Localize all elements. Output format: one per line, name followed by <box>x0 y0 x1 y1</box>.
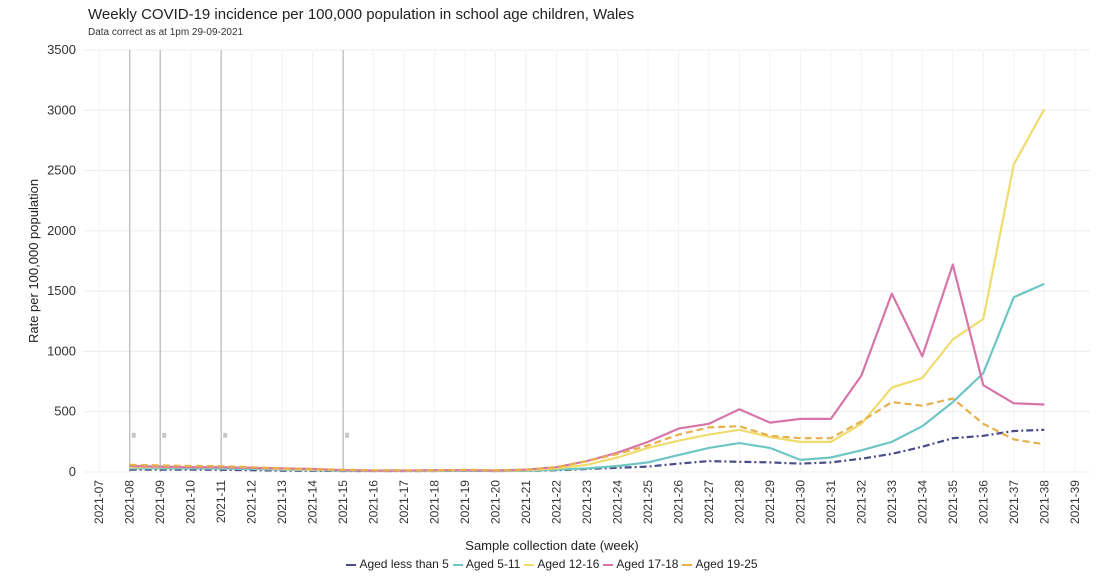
x-tick-label: 2021-18 <box>428 480 442 524</box>
x-tick-label: 2021-31 <box>824 480 838 524</box>
legend-item-2: Aged 5-11 <box>452 557 521 571</box>
legend-swatch <box>603 563 614 566</box>
y-tick-label: 1000 <box>47 343 76 358</box>
legend-item-5: Aged 19-25 <box>682 557 758 571</box>
legend-item-4: Aged 17-18 <box>603 557 678 571</box>
x-tick-label: 2021-17 <box>397 480 411 524</box>
x-tick-label: 2021-24 <box>610 480 624 524</box>
y-tick-label: 0 <box>69 464 76 479</box>
y-axis-label: Rate per 100,000 population <box>26 179 41 343</box>
legend-label: Aged 5-11 <box>465 557 521 571</box>
x-tick-label: 2021-34 <box>915 480 929 524</box>
x-tick-label: 2021-36 <box>976 480 990 524</box>
legend-label: Aged 17-18 <box>616 557 679 571</box>
x-tick-label: 2021-38 <box>1037 480 1051 524</box>
x-tick-label: 2021-15 <box>336 480 350 524</box>
x-tick-label: 2021-29 <box>763 480 777 524</box>
x-tick-label: 2021-30 <box>793 480 807 524</box>
reference-marker <box>223 432 228 438</box>
x-tick-label: 2021-07 <box>92 480 106 524</box>
x-tick-label: 2021-23 <box>580 480 594 524</box>
chart-title: Weekly COVID-19 incidence per 100,000 po… <box>88 6 635 23</box>
legend-swatch <box>682 563 693 566</box>
reference-marker <box>131 432 136 438</box>
x-tick-label: 2021-11 <box>214 480 228 523</box>
legend-label: Aged less than 5 <box>359 557 449 571</box>
x-tick-label: 2021-08 <box>123 480 137 524</box>
x-tick-label: 2021-35 <box>946 480 960 524</box>
legend-swatch <box>524 563 535 566</box>
y-tick-label: 2500 <box>47 163 76 178</box>
x-tick-label: 2021-19 <box>458 480 472 524</box>
x-tick-label: 2021-28 <box>732 480 746 524</box>
x-tick-label: 2021-16 <box>367 480 381 524</box>
x-tick-label: 2021-27 <box>702 480 716 524</box>
y-tick-label: 3000 <box>47 102 76 117</box>
reference-marker <box>345 432 350 438</box>
series-line-4 <box>129 263 1045 472</box>
legend-label: Aged 19-25 <box>695 557 758 571</box>
x-tick-label: 2021-10 <box>184 480 198 524</box>
x-tick-label: 2021-14 <box>306 480 320 524</box>
x-tick-label: 2021-09 <box>153 480 167 524</box>
y-tick-label: 500 <box>54 404 76 419</box>
chart-legend: Aged less than 5 Aged 5-11 Aged 12-16 Aged … <box>0 557 1104 571</box>
y-tick-label: 2000 <box>47 223 76 238</box>
x-tick-label: 2021-26 <box>671 480 685 524</box>
x-tick-label: 2021-21 <box>519 480 533 524</box>
legend-item-1: Aged less than 5 <box>346 557 449 571</box>
legend-label: Aged 12-16 <box>537 557 600 571</box>
x-tick-label: 2021-25 <box>641 480 655 524</box>
x-axis-label: Sample collection date (week) <box>465 538 639 553</box>
chart-subtitle: Data correct as at 1pm 29-09-2021 <box>88 27 244 38</box>
x-tick-label: 2021-32 <box>854 480 868 524</box>
legend-item-3: Aged 12-16 <box>524 557 599 571</box>
y-tick-label: 3500 <box>47 42 76 57</box>
y-tick-label: 1500 <box>47 283 76 298</box>
x-tick-label: 2021-22 <box>550 480 564 524</box>
x-tick-label: 2021-39 <box>1068 480 1082 524</box>
x-tick-label: 2021-33 <box>885 480 899 524</box>
legend-swatch <box>452 563 463 566</box>
x-tick-label: 2021-20 <box>489 480 503 524</box>
x-tick-label: 2021-37 <box>1007 480 1021 524</box>
x-tick-label: 2021-12 <box>245 480 259 524</box>
legend-swatch <box>346 563 357 566</box>
x-tick-label: 2021-13 <box>275 480 289 524</box>
reference-marker <box>162 432 167 438</box>
